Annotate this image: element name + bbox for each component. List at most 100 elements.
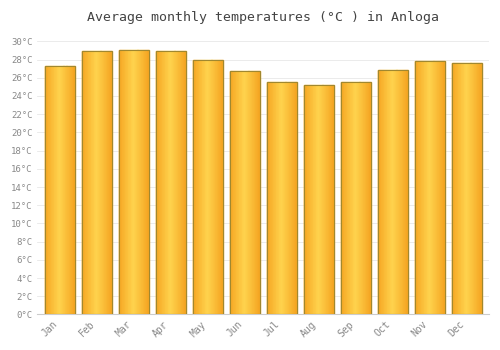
Bar xyxy=(471,63,472,315)
Bar xyxy=(244,71,246,315)
Bar xyxy=(270,82,271,315)
Bar xyxy=(321,85,322,315)
Bar xyxy=(430,61,431,315)
Bar xyxy=(66,66,68,315)
Bar xyxy=(309,85,310,315)
Bar xyxy=(414,61,416,315)
Bar xyxy=(426,61,428,315)
Bar xyxy=(290,82,291,315)
Bar xyxy=(235,71,236,315)
Bar xyxy=(134,50,135,315)
Bar xyxy=(457,63,458,315)
Bar xyxy=(241,71,242,315)
Bar xyxy=(174,51,176,315)
Bar xyxy=(89,51,90,315)
Bar xyxy=(142,50,143,315)
Bar xyxy=(135,50,136,315)
Bar xyxy=(306,85,308,315)
Bar xyxy=(170,51,172,315)
Bar xyxy=(200,61,201,315)
Bar xyxy=(283,82,284,315)
Bar xyxy=(213,61,214,315)
Bar xyxy=(132,50,133,315)
Bar xyxy=(175,51,176,315)
Bar xyxy=(68,66,69,315)
Bar xyxy=(164,51,166,315)
Bar xyxy=(432,61,433,315)
Bar xyxy=(458,63,459,315)
Bar xyxy=(414,61,445,315)
Bar xyxy=(358,82,359,315)
Bar xyxy=(86,51,87,315)
Bar xyxy=(342,82,343,315)
Bar xyxy=(360,82,361,315)
Bar xyxy=(420,61,422,315)
Bar xyxy=(465,63,466,315)
Bar xyxy=(214,61,216,315)
Bar xyxy=(350,82,351,315)
Bar xyxy=(425,61,426,315)
Bar xyxy=(396,70,398,315)
Bar xyxy=(140,50,141,315)
Bar xyxy=(94,51,95,315)
Bar xyxy=(434,61,435,315)
Bar xyxy=(105,51,106,315)
Bar xyxy=(124,50,126,315)
Bar xyxy=(358,82,360,315)
Bar xyxy=(118,50,149,315)
Bar xyxy=(54,66,55,315)
Bar xyxy=(322,85,324,315)
Bar xyxy=(440,61,441,315)
Bar xyxy=(380,70,382,315)
Bar xyxy=(136,50,138,315)
Bar xyxy=(156,51,186,315)
Bar xyxy=(173,51,174,315)
Bar xyxy=(232,71,234,315)
Bar xyxy=(88,51,89,315)
Bar xyxy=(383,70,384,315)
Bar xyxy=(185,51,186,315)
Bar xyxy=(276,82,277,315)
Bar xyxy=(236,71,237,315)
Bar xyxy=(431,61,432,315)
Bar xyxy=(305,85,306,315)
Bar xyxy=(95,51,96,315)
Bar xyxy=(145,50,146,315)
Bar xyxy=(395,70,396,315)
Bar xyxy=(167,51,168,315)
Bar xyxy=(463,63,464,315)
Bar xyxy=(209,61,210,315)
Bar xyxy=(217,61,218,315)
Bar xyxy=(219,61,220,315)
Bar xyxy=(109,51,110,315)
Bar xyxy=(269,82,270,315)
Bar xyxy=(59,66,60,315)
Bar xyxy=(176,51,178,315)
Bar xyxy=(364,82,365,315)
Bar xyxy=(118,50,120,315)
Bar xyxy=(428,61,429,315)
Bar xyxy=(286,82,287,315)
Bar xyxy=(184,51,185,315)
Bar xyxy=(266,82,297,315)
Bar xyxy=(429,61,430,315)
Bar xyxy=(379,70,380,315)
Bar xyxy=(72,66,74,315)
Bar xyxy=(452,63,453,315)
Bar xyxy=(328,85,330,315)
Bar xyxy=(231,71,232,315)
Bar xyxy=(355,82,356,315)
Bar xyxy=(348,82,349,315)
Bar xyxy=(472,63,473,315)
Bar xyxy=(439,61,440,315)
Bar xyxy=(101,51,102,315)
Bar xyxy=(128,50,129,315)
Bar xyxy=(201,61,202,315)
Bar xyxy=(453,63,454,315)
Bar xyxy=(480,63,481,315)
Bar xyxy=(444,61,445,315)
Bar xyxy=(331,85,332,315)
Bar xyxy=(442,61,444,315)
Bar xyxy=(397,70,398,315)
Bar xyxy=(60,66,61,315)
